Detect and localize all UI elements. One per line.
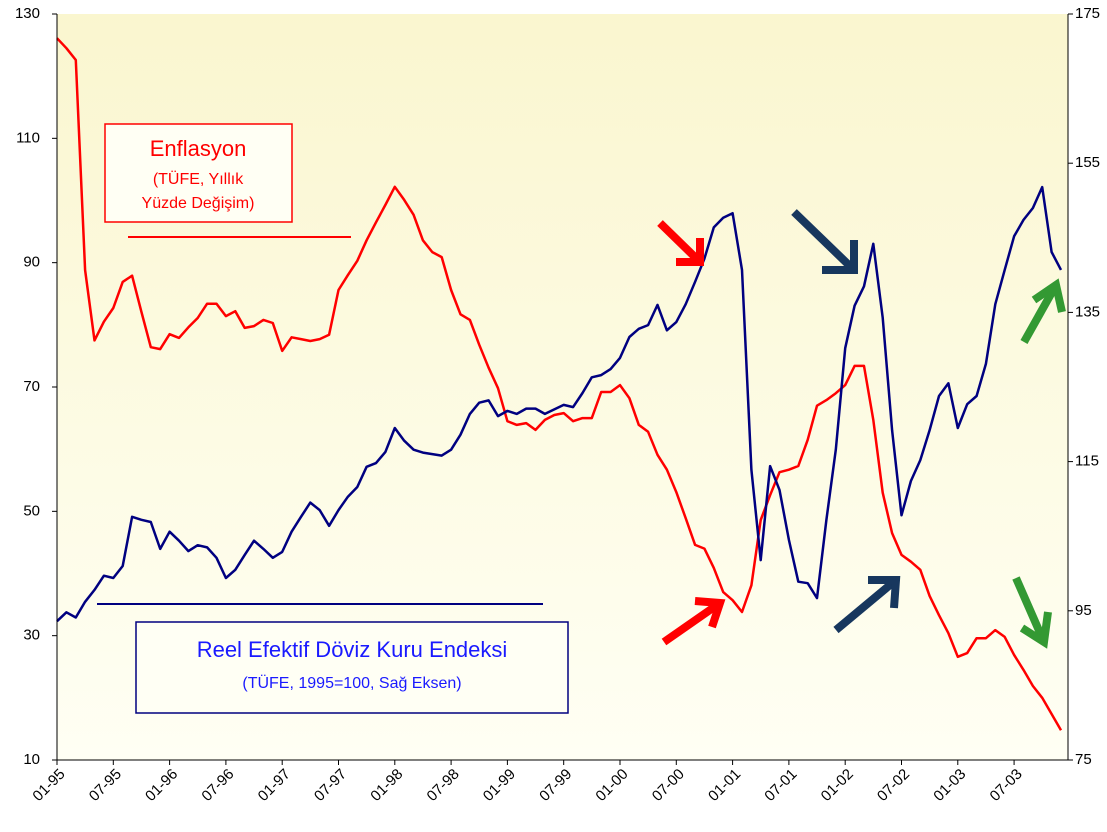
annotation: (TÜFE, 1995=100, Sağ Eksen) [242, 674, 461, 692]
x-tick-label: 07-99 [536, 766, 575, 805]
y2-tick-label: 75 [1075, 751, 1092, 768]
y-tick-label: 30 [23, 627, 40, 644]
arrow [833, 576, 901, 634]
legend-box [104, 123, 293, 223]
x-tick-label: 07-00 [649, 766, 688, 805]
y-tick-label: 70 [23, 378, 40, 395]
y-tick-label: 130 [15, 5, 40, 22]
x-tick-label: 07-02 [874, 766, 913, 805]
y-tick-label: 10 [23, 751, 40, 768]
x-tick-label: 07-98 [424, 766, 463, 805]
annotation: Yüzde Değişim) [142, 195, 255, 212]
y-tick-label: 90 [23, 254, 40, 271]
arrow [1020, 278, 1066, 344]
series-line [56, 37, 1063, 731]
y2-tick-label: 175 [1075, 5, 1100, 22]
legend-label: Reel Efektif Döviz Kuru Endeksi [197, 637, 508, 662]
x-tick-label: 01-95 [29, 766, 68, 805]
legend-label: Enflasyon [150, 136, 247, 161]
y2-tick-label: 115 [1075, 453, 1099, 470]
legend-box [135, 621, 569, 714]
x-tick-label: 01-00 [592, 766, 631, 805]
x-tick-label: 01-01 [705, 766, 744, 805]
x-tick-label: 07-96 [198, 766, 237, 805]
y2-tick-label: 155 [1075, 154, 1100, 171]
y-tick-label: 110 [16, 129, 40, 146]
arrow [791, 209, 858, 274]
x-tick-label: 01-02 [818, 766, 857, 805]
x-tick-label: 01-98 [367, 766, 406, 805]
x-tick-label: 01-96 [142, 766, 181, 805]
annotation: (TÜFE, Yıllık [153, 170, 244, 188]
x-tick-label: 07-03 [987, 766, 1026, 805]
y2-tick-label: 135 [1075, 303, 1100, 320]
series-line [56, 185, 1063, 623]
x-tick-label: 07-01 [761, 766, 800, 805]
x-tick-label: 01-99 [480, 766, 519, 805]
x-tick-label: 07-95 [86, 766, 125, 805]
x-tick-label: 01-97 [255, 766, 294, 805]
y2-tick-label: 95 [1075, 602, 1092, 619]
x-tick-label: 07-97 [311, 766, 350, 805]
arrow [661, 597, 726, 646]
arrow [1012, 576, 1052, 649]
arrow [657, 220, 704, 266]
x-tick-label: 01-03 [930, 766, 969, 805]
y-tick-label: 50 [23, 502, 40, 519]
